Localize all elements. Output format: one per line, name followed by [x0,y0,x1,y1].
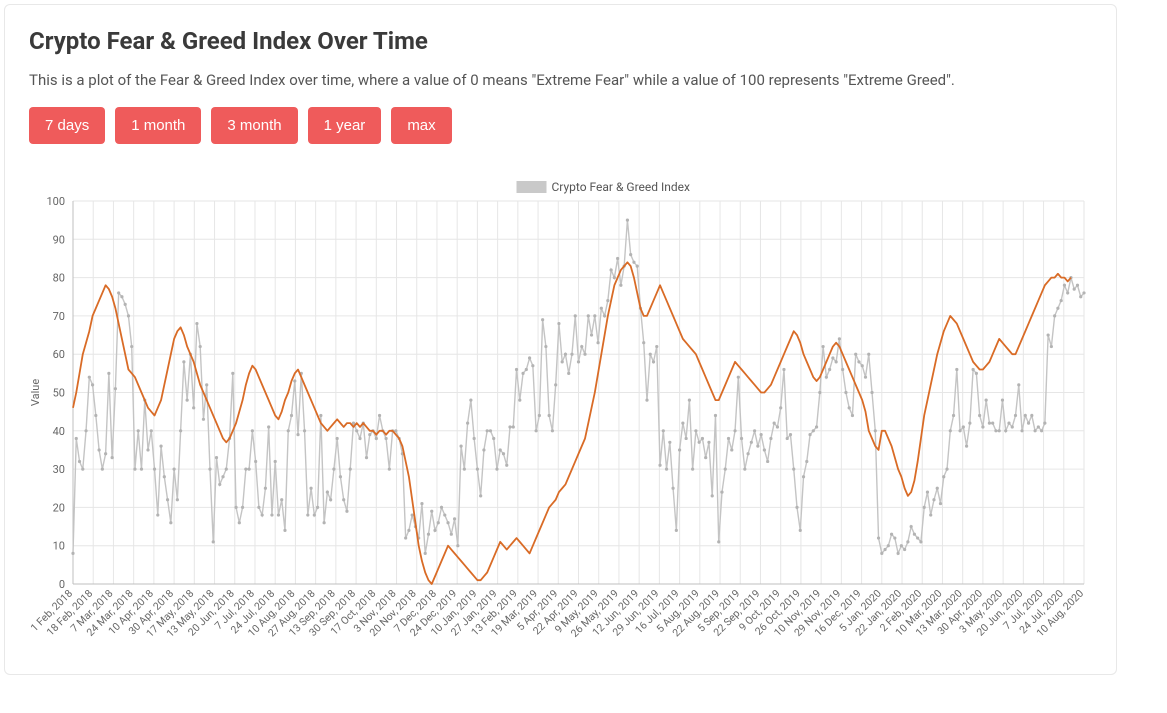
y-tick-label: 100 [46,195,65,208]
chart-description: This is a plot of the Fear & Greed Index… [29,71,1092,89]
range-1-year-button[interactable]: 1 year [308,107,382,144]
y-tick-label: 30 [53,463,65,476]
y-tick-label: 90 [53,233,65,246]
range-3-month-button[interactable]: 3 month [211,107,297,144]
y-axis-title: Value [29,379,42,406]
y-tick-label: 60 [53,348,65,361]
range-max-button[interactable]: max [391,107,451,144]
range-7-days-button[interactable]: 7 days [29,107,105,144]
y-tick-label: 80 [53,272,65,285]
range-button-row: 7 days 1 month 3 month 1 year max [29,107,1092,144]
chart-card: Crypto Fear & Greed Index Over Time This… [4,4,1117,675]
chart-area: Crypto Fear & Greed Index010203040506070… [29,181,1092,660]
y-tick-label: 70 [53,310,65,323]
range-1-month-button[interactable]: 1 month [115,107,201,144]
chart-svg: Crypto Fear & Greed Index010203040506070… [29,181,1094,662]
legend: Crypto Fear & Greed Index [517,181,691,194]
y-tick-label: 10 [53,540,65,553]
legend-label: Crypto Fear & Greed Index [552,181,691,194]
y-tick-label: 50 [53,387,65,400]
legend-swatch [517,181,547,193]
y-tick-label: 40 [53,425,65,438]
page-title: Crypto Fear & Greed Index Over Time [29,27,1092,55]
y-tick-label: 20 [53,501,65,514]
